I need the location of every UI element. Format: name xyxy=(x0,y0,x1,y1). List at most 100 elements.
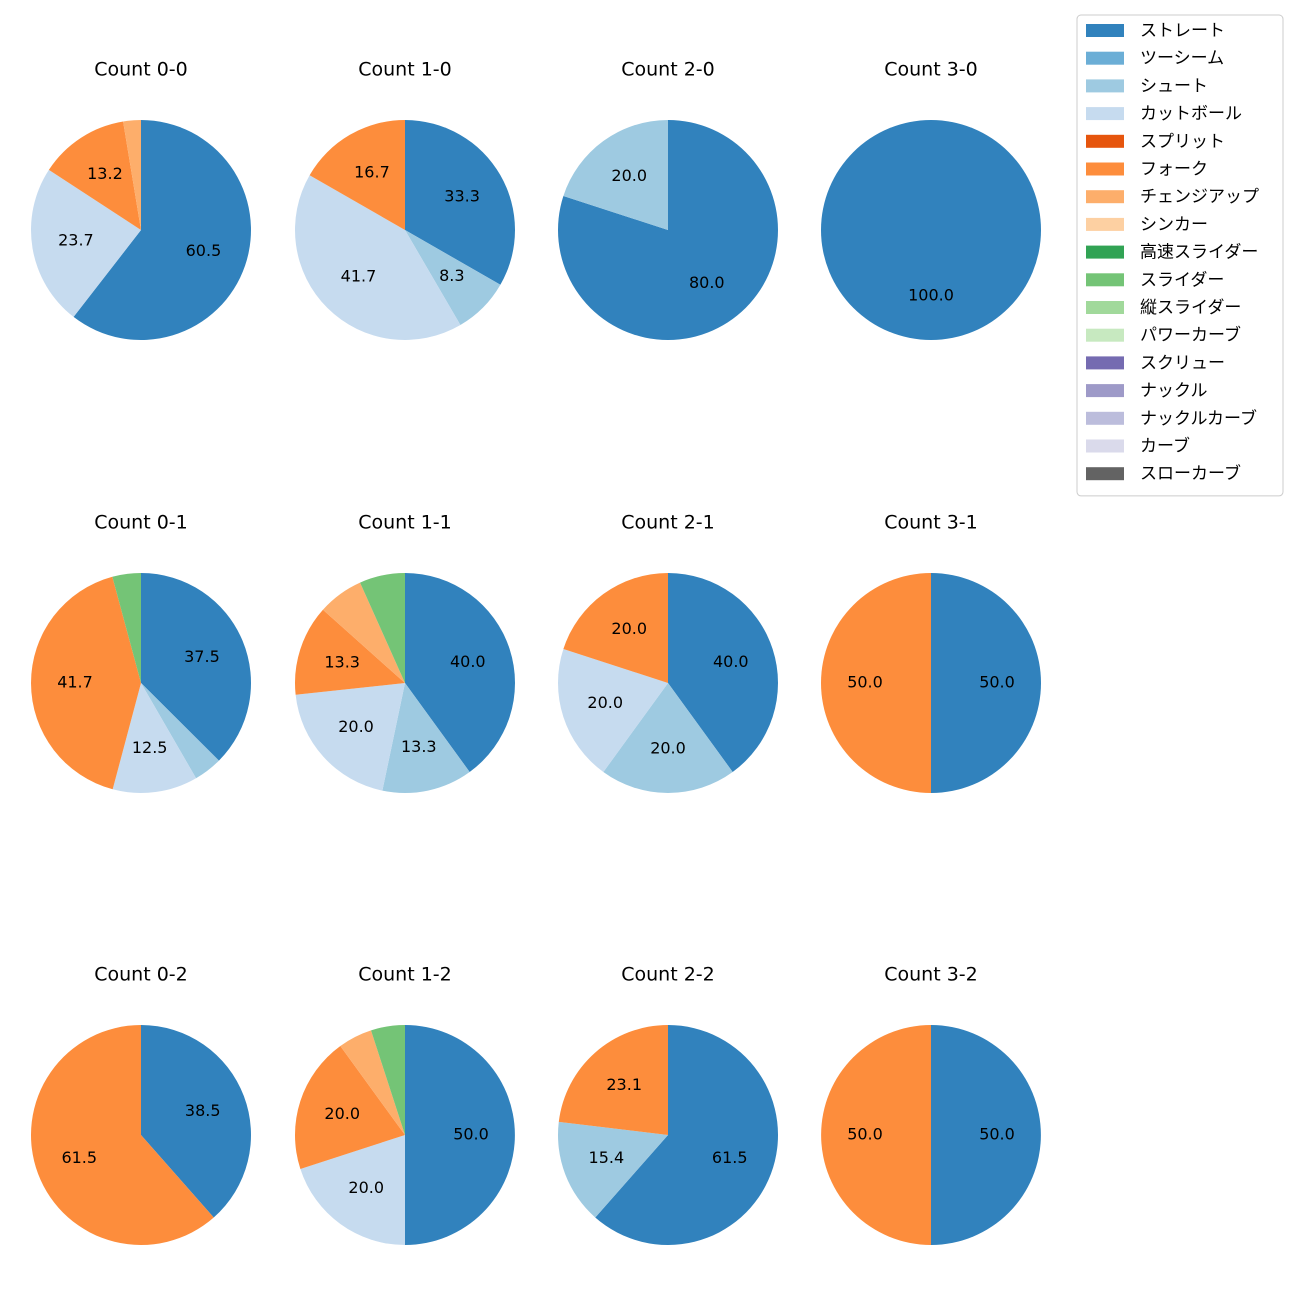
legend-swatch xyxy=(1086,134,1124,148)
pie-slice xyxy=(371,1025,405,1135)
legend-swatch xyxy=(1086,79,1124,93)
pie-title: Count 3-0 xyxy=(884,59,978,81)
pie-slice-label: 20.0 xyxy=(611,619,647,638)
legend-swatch xyxy=(1086,24,1124,37)
pie-slice xyxy=(295,609,405,695)
pie-slice xyxy=(322,582,405,683)
pie-slice-label: 41.7 xyxy=(57,673,93,692)
pie-slice-label: 60.5 xyxy=(186,241,222,260)
pie-slice-label: 40.0 xyxy=(713,652,749,671)
pie-slice xyxy=(309,120,405,230)
pie-slice xyxy=(557,649,668,772)
pie-title: Count 2-1 xyxy=(621,512,715,534)
pie-title: Count 0-2 xyxy=(94,964,188,986)
legend-swatch xyxy=(1086,273,1124,287)
pie-slice-label: 16.7 xyxy=(354,162,390,181)
pie-slice-label: 13.3 xyxy=(401,737,437,756)
pie-slice xyxy=(340,1030,405,1135)
pie-2: Count 1-0 33.3 8.3 41.7 16.7 xyxy=(294,59,516,341)
legend-entry-label: スプリット xyxy=(1140,132,1225,152)
pie-slice xyxy=(931,573,1041,793)
pie-slice xyxy=(405,230,501,326)
pie-slice-label: 50.0 xyxy=(847,673,883,692)
legend-swatch xyxy=(1086,328,1124,342)
legend-box xyxy=(1076,14,1284,497)
legend-swatch xyxy=(1086,356,1124,370)
pie-slice-label: 80.0 xyxy=(689,273,725,292)
legend-swatch xyxy=(1086,439,1124,453)
pie-slice xyxy=(295,683,405,791)
pie-slice xyxy=(48,121,142,230)
pie-slice-label: 61.5 xyxy=(712,1148,748,1167)
pie-title: Count 0-0 xyxy=(94,59,188,81)
legend-swatch xyxy=(1086,301,1124,314)
pie-slice xyxy=(563,120,668,230)
pie-slice-label: 41.7 xyxy=(341,266,377,285)
legend-entry-label: シンカー xyxy=(1140,215,1208,235)
legend-swatch xyxy=(1086,245,1124,259)
legend-entry-label: チェンジアップ xyxy=(1140,187,1259,207)
pie-slice xyxy=(294,1046,405,1169)
pie-1: Count 0-0 60.5 23.7 13.2 xyxy=(30,59,251,340)
pie-slice xyxy=(112,683,197,793)
pie-slice xyxy=(558,1025,668,1135)
pie-slice xyxy=(300,1135,405,1245)
pie-3: Count 2-0 80.0 20.0 xyxy=(557,59,778,340)
pie-8: Count 3-1 50.0 50.0 xyxy=(821,512,1041,793)
pie-slice-label: 100.0 xyxy=(908,286,954,305)
pie-slice xyxy=(405,1025,515,1245)
legend-entry-label: カットボール xyxy=(1140,104,1242,124)
pie-slice xyxy=(141,573,251,761)
pie-7: Count 2-1 40.0 20.0 20.0 20.0 xyxy=(557,512,779,794)
pie-slice-label: 33.3 xyxy=(444,186,480,205)
pie-slice xyxy=(31,576,141,790)
pie-slice-label: 23.7 xyxy=(58,230,94,249)
pie-slice xyxy=(405,120,516,285)
pie-slice-label: 38.5 xyxy=(185,1101,221,1120)
pie-slice xyxy=(821,573,931,793)
pie-slice-label: 50.0 xyxy=(847,1125,883,1144)
pie-slice-label: 37.5 xyxy=(184,647,220,666)
pie-slice xyxy=(30,1025,214,1246)
pie-title: Count 1-1 xyxy=(358,512,452,534)
pie-slice xyxy=(821,1025,931,1245)
pie-slice xyxy=(73,120,251,340)
pie-slice xyxy=(294,175,461,341)
pie-slice xyxy=(141,1025,251,1218)
pie-slice-label: 50.0 xyxy=(979,673,1015,692)
pie-slice-label: 50.0 xyxy=(453,1125,489,1144)
pie-slice-label: 20.0 xyxy=(338,717,374,736)
pie-10: Count 1-2 50.0 20.0 20.0 xyxy=(294,964,515,1245)
legend-swatch xyxy=(1086,217,1124,231)
legend-entry-label: カーブ xyxy=(1140,436,1190,457)
pie-slice xyxy=(603,683,733,794)
legend-swatch xyxy=(1086,190,1124,204)
pie-5: Count 0-1 37.5 12.5 41.7 xyxy=(31,512,251,793)
pie-slice-label: 8.3 xyxy=(439,266,464,285)
pie-slice xyxy=(141,683,219,779)
pie-slice-label: 20.0 xyxy=(324,1104,360,1123)
pie-title: Count 3-2 xyxy=(884,964,978,986)
pie-slice-label: 12.5 xyxy=(132,738,168,757)
legend-swatch xyxy=(1086,51,1124,65)
legend-entry-label: フォーク xyxy=(1140,160,1208,180)
pie-slice xyxy=(668,573,779,772)
pie-slice-label: 20.0 xyxy=(650,739,686,758)
legend-swatch xyxy=(1086,162,1124,176)
pie-slice xyxy=(821,120,1041,340)
pie-6: Count 1-1 40.0 13.3 20.0 13.3 xyxy=(295,512,516,793)
legend: ストレートツーシームシュートカットボールスプリットフォークチェンジアップシンカー… xyxy=(1076,14,1284,497)
pie-title: Count 1-2 xyxy=(358,964,452,986)
legend-entry-label: ナックルカーブ xyxy=(1140,408,1257,429)
pie-4: Count 3-0 100.0 xyxy=(821,59,1041,340)
pie-slice-label: 50.0 xyxy=(979,1125,1015,1144)
pie-title: Count 2-2 xyxy=(621,964,715,986)
legend-entry-label: ストレート xyxy=(1140,21,1225,41)
legend-swatch xyxy=(1086,107,1124,121)
legend-entry-label: スローカーブ xyxy=(1140,463,1241,484)
pie-slice xyxy=(30,169,142,317)
pie-slice-label: 15.4 xyxy=(589,1148,625,1167)
pie-title: Count 3-1 xyxy=(884,512,978,534)
pie-slice-label: 61.5 xyxy=(61,1148,97,1167)
